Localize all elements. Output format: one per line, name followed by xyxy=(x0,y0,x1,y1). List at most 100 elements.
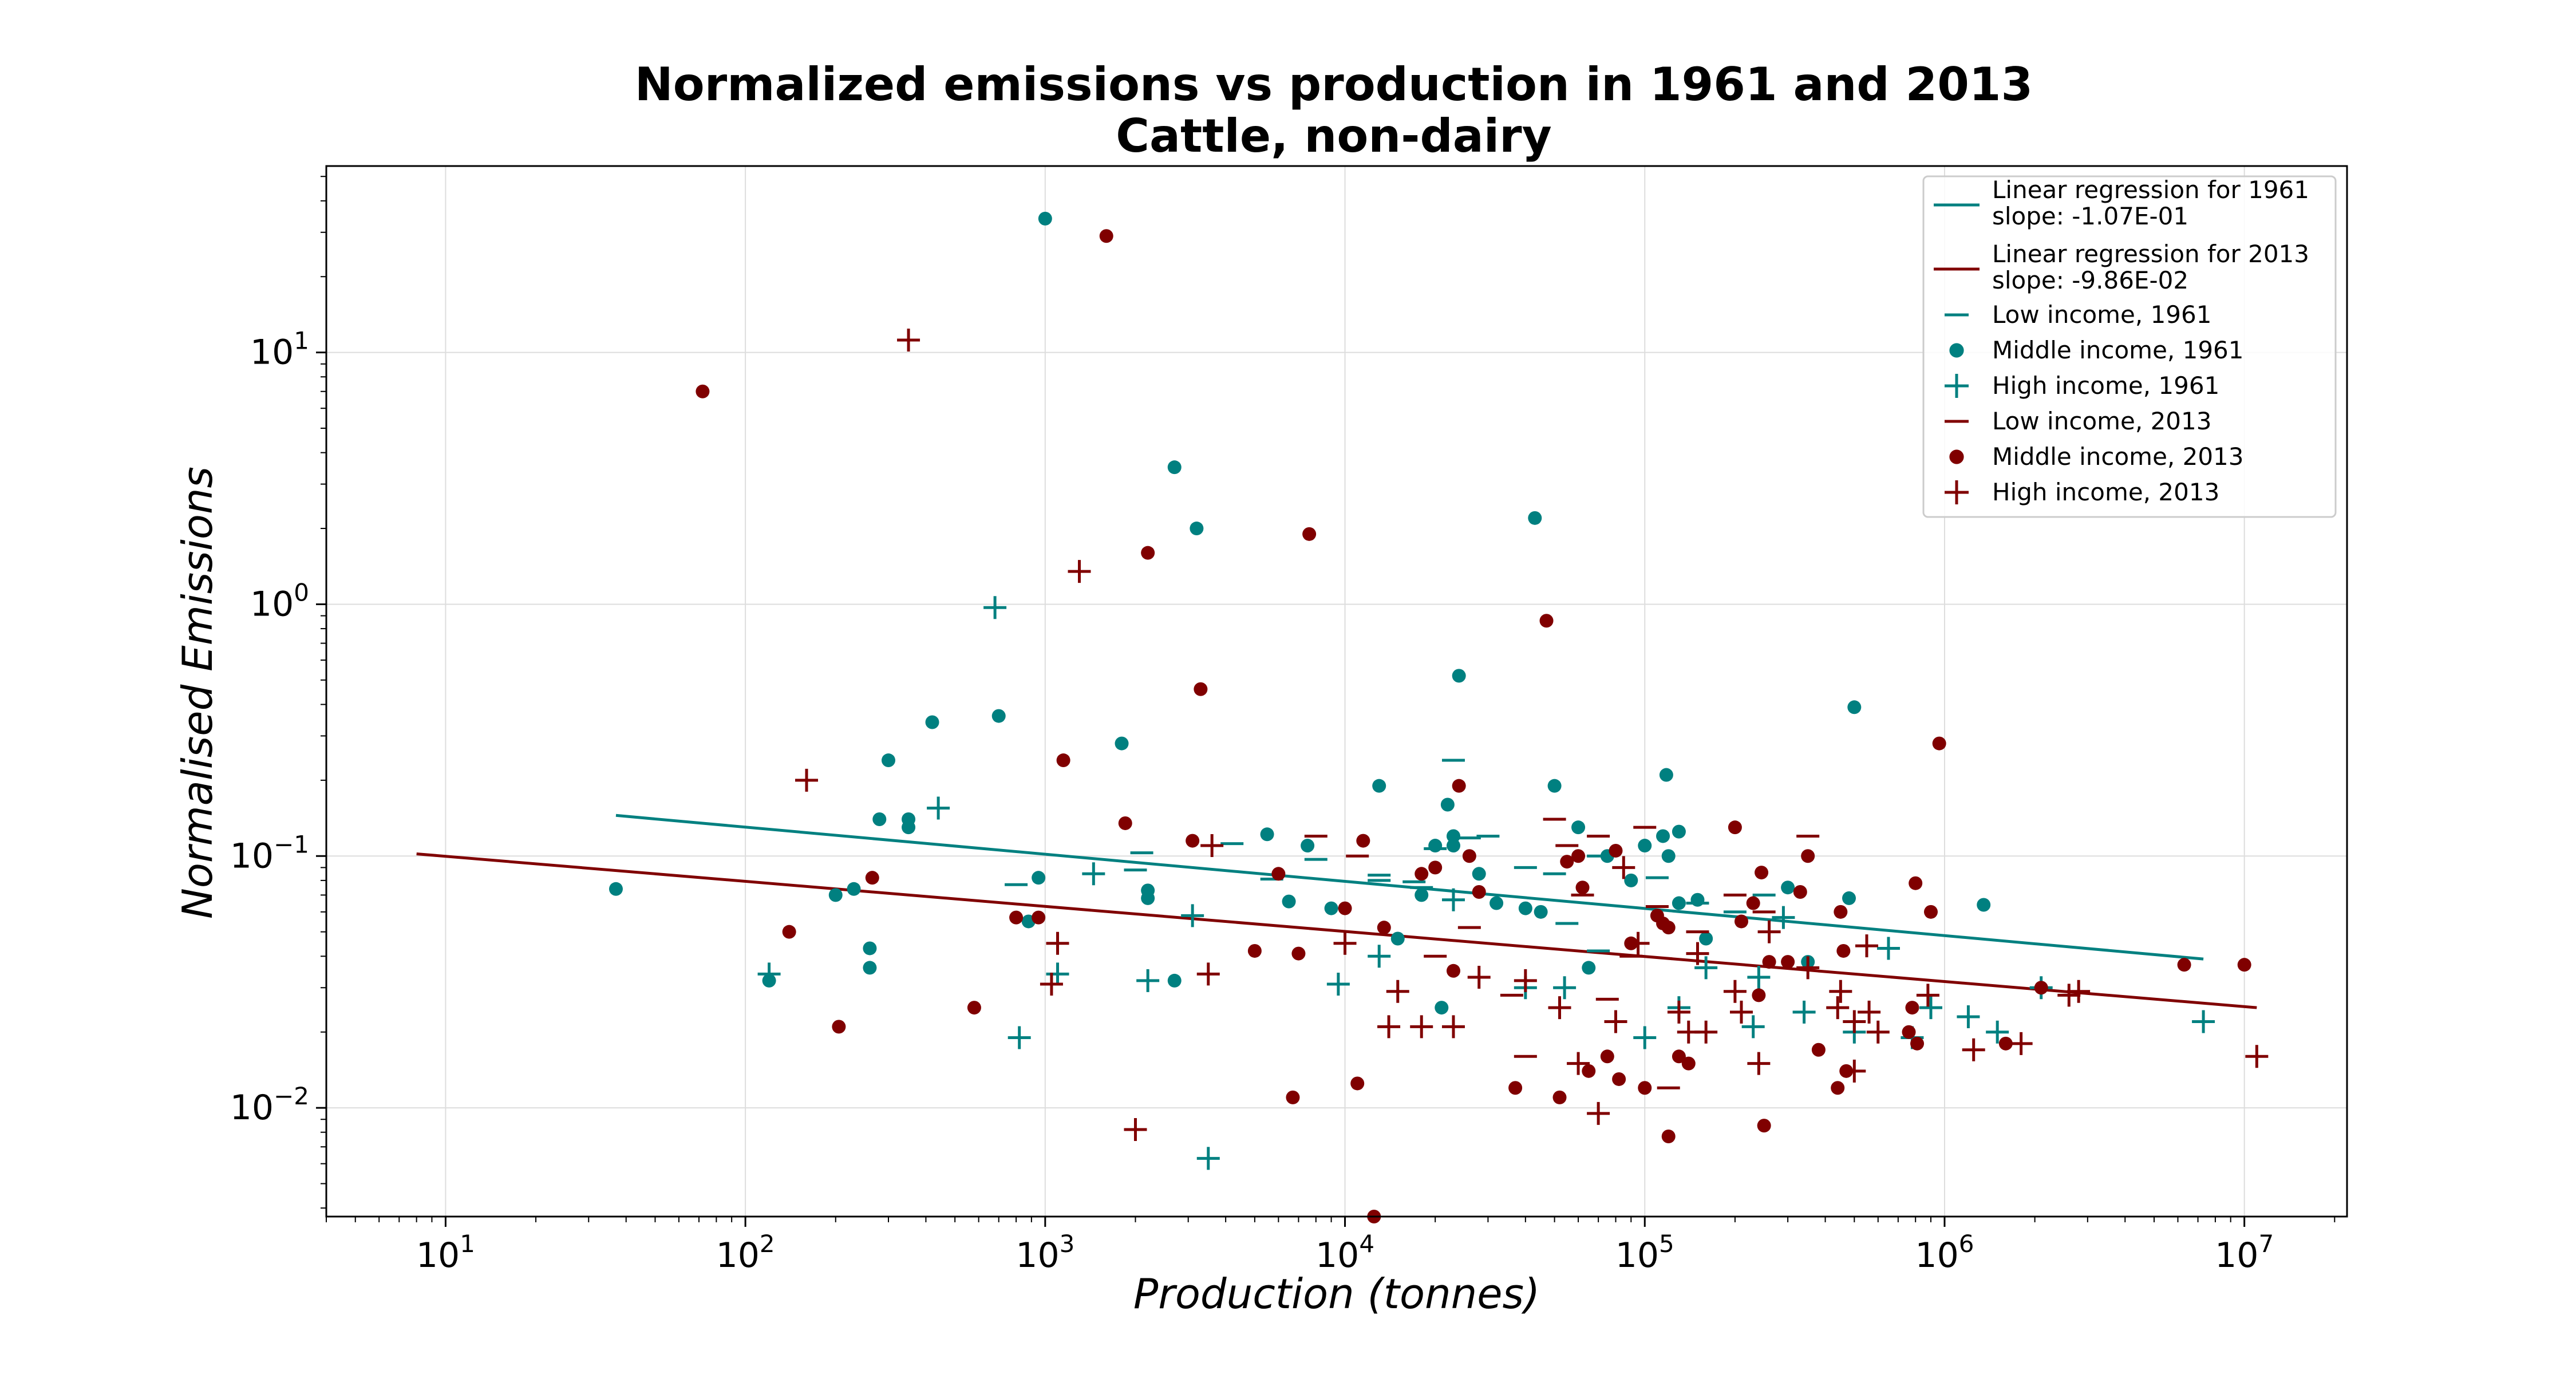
data-point-series-4 xyxy=(1508,1081,1523,1095)
data-point-series-5 xyxy=(1757,920,1781,943)
data-point-series-2 xyxy=(1694,956,1718,980)
legend-regression-slope-1: slope: -9.86E-02 xyxy=(1992,266,2188,294)
data-point-series-4 xyxy=(1811,1043,1826,1057)
x-tick-label-2: 103 xyxy=(1016,1230,1074,1276)
legend-marker-5 xyxy=(1945,480,1969,504)
data-point-series-4 xyxy=(1377,921,1391,935)
data-point-series-4 xyxy=(1910,1036,1925,1051)
data-point-series-1 xyxy=(1282,894,1296,909)
data-point-series-1 xyxy=(1032,871,1046,885)
data-point-series-4 xyxy=(967,1001,981,1015)
data-point-series-1 xyxy=(872,812,887,826)
data-point-series-5 xyxy=(1040,972,1063,996)
data-point-series-4 xyxy=(1755,866,1769,880)
data-point-series-4 xyxy=(1612,1072,1626,1086)
data-point-series-4 xyxy=(1902,1025,1916,1039)
data-point-series-5 xyxy=(1604,1010,1627,1033)
data-point-series-4 xyxy=(782,925,796,939)
legend-series-label-3: Low income, 2013 xyxy=(1992,407,2211,435)
y-tick-label-1: 10−1 xyxy=(230,830,309,876)
data-point-series-5 xyxy=(795,768,819,792)
data-point-series-4 xyxy=(1998,1036,2013,1051)
data-point-series-4 xyxy=(1446,964,1460,978)
data-point-series-4 xyxy=(1638,1081,1652,1095)
data-point-series-1 xyxy=(1977,898,1991,912)
legend-marker-4 xyxy=(1949,449,1964,464)
data-point-series-4 xyxy=(696,384,710,398)
data-point-series-2 xyxy=(1368,945,1391,968)
regression-lines xyxy=(416,814,2257,1009)
data-point-series-4 xyxy=(1271,867,1286,881)
data-point-series-2 xyxy=(1986,1020,2009,1044)
data-point-series-4 xyxy=(1728,820,1742,835)
data-point-series-1 xyxy=(1452,669,1466,683)
data-point-series-5 xyxy=(1826,996,1850,1020)
data-point-series-4 xyxy=(1194,682,1208,696)
data-point-series-5 xyxy=(1377,1015,1401,1039)
legend-series-label-2: High income, 1961 xyxy=(1992,372,2219,400)
data-point-series-4 xyxy=(1350,1076,1365,1091)
data-point-series-5 xyxy=(1730,1000,1753,1024)
data-point-series-1 xyxy=(902,812,916,826)
y-axis-ticks: 10−2 10−1 100 101 xyxy=(230,176,326,1209)
data-point-series-4 xyxy=(1734,914,1748,929)
x-axis-ticks: 101 102 103 104 105 106 107 xyxy=(326,1217,2336,1276)
data-point-series-2 xyxy=(1876,937,1900,960)
data-point-series-4 xyxy=(1600,1049,1614,1064)
legend-series-label-1: Middle income, 1961 xyxy=(1992,336,2244,364)
data-point-series-1 xyxy=(1324,901,1338,915)
data-point-series-1 xyxy=(1534,905,1548,919)
data-point-series-5 xyxy=(1410,1015,1433,1039)
data-point-series-4 xyxy=(1909,876,1923,890)
data-point-series-1 xyxy=(1472,867,1486,881)
y-tick-label-3: 101 xyxy=(250,327,309,373)
data-point-series-4 xyxy=(1032,910,1046,925)
data-point-series-2 xyxy=(1772,906,1795,929)
data-point-series-5 xyxy=(1124,1118,1147,1141)
data-point-series-5 xyxy=(1441,1015,1465,1039)
data-point-series-2 xyxy=(757,962,781,986)
x-tick-label-6: 107 xyxy=(2215,1230,2274,1276)
data-point-series-2 xyxy=(983,596,1007,619)
data-point-series-1 xyxy=(1440,797,1455,812)
data-point-series-1 xyxy=(1656,829,1670,843)
data-point-series-5 xyxy=(1962,1038,1985,1061)
data-point-series-5 xyxy=(1587,1101,1610,1125)
data-point-series-4 xyxy=(1247,943,1262,958)
data-point-series-1 xyxy=(1446,839,1460,853)
data-point-series-5 xyxy=(1866,1020,1890,1044)
legend-box xyxy=(1922,175,2337,518)
data-point-series-4 xyxy=(1099,229,1113,243)
data-point-series-4 xyxy=(2034,981,2048,995)
data-point-series-1 xyxy=(828,888,843,902)
data-point-series-1 xyxy=(1672,824,1686,839)
data-point-series-2 xyxy=(1792,1000,1816,1024)
data-point-series-4 xyxy=(1661,1130,1676,1144)
data-point-series-1 xyxy=(1582,961,1596,975)
data-point-series-1 xyxy=(1167,973,1182,988)
data-point-series-5 xyxy=(1514,969,1537,992)
data-point-series-4 xyxy=(1291,946,1306,961)
data-point-series-1 xyxy=(1847,700,1862,714)
data-point-series-5 xyxy=(1855,934,1878,958)
legend-regression-label-1: Linear regression for 2013 xyxy=(1992,240,2309,268)
data-point-series-1 xyxy=(925,715,939,729)
data-point-series-4 xyxy=(1575,881,1590,895)
data-point-series-1 xyxy=(1141,883,1155,898)
data-point-series-4 xyxy=(1661,921,1676,935)
data-point-series-1 xyxy=(1518,901,1532,915)
data-point-series-4 xyxy=(1356,834,1370,848)
data-point-series-5 xyxy=(1694,1020,1718,1044)
data-point-series-1 xyxy=(1372,779,1386,793)
data-point-series-4 xyxy=(1609,843,1623,858)
data-point-series-5 xyxy=(1626,931,1650,955)
data-point-series-4 xyxy=(1757,1119,1771,1133)
data-point-series-2 xyxy=(927,796,950,820)
chart-subtitle: Cattle, non-dairy xyxy=(1116,109,1551,163)
data-point-series-1 xyxy=(1547,779,1562,793)
plot-area-frame xyxy=(325,165,2348,1218)
data-point-series-1 xyxy=(1842,891,1856,905)
data-point-series-4 xyxy=(1428,860,1443,875)
data-point-series-2 xyxy=(1957,1005,1980,1028)
data-point-series-4 xyxy=(1831,1081,1845,1095)
